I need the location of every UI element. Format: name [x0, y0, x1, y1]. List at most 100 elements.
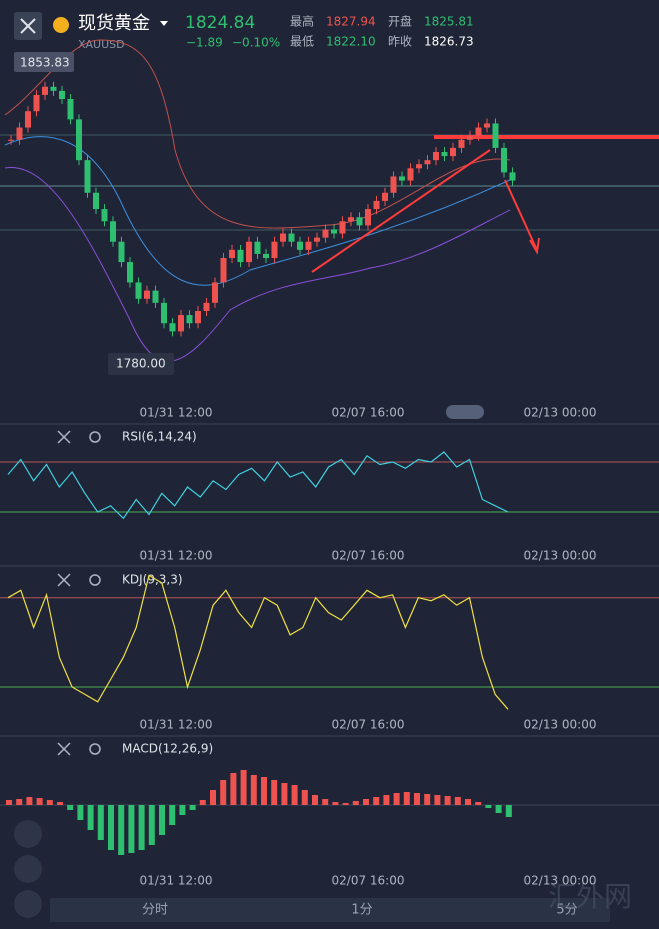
macd-bar [26, 797, 33, 805]
tab[interactable]: 分时 [142, 903, 168, 918]
candle [305, 241, 312, 250]
candle [42, 86, 48, 95]
macd-bar [118, 805, 125, 855]
candle [93, 192, 99, 210]
macd-bar [77, 805, 84, 820]
candle [382, 192, 388, 201]
macd-bar [393, 793, 400, 805]
macd-bar [495, 805, 502, 813]
settings-icon[interactable] [89, 431, 101, 443]
macd-bar [352, 801, 359, 805]
title: 现货黄金 [78, 13, 150, 34]
stat-label: 开盘 [388, 14, 412, 29]
macd-bar [199, 800, 206, 805]
candle [297, 241, 303, 250]
macd-bar [424, 794, 431, 805]
stat-value: 1827.94 [326, 15, 376, 29]
macd-bar [46, 800, 53, 805]
macd-bar [454, 797, 461, 805]
tool-button[interactable] [14, 855, 42, 883]
candle [492, 123, 499, 148]
candle [178, 315, 184, 332]
candle [271, 241, 278, 258]
candle [16, 127, 23, 140]
macd-bar [128, 805, 135, 853]
candle [237, 249, 244, 263]
candle [433, 151, 439, 161]
stat-value: 1826.73 [424, 35, 474, 49]
tool-button[interactable] [14, 890, 42, 918]
indicator-line [7, 574, 509, 710]
macd-bar [485, 805, 492, 808]
macd-bar [281, 783, 288, 805]
candle [263, 253, 269, 258]
close-icon [20, 18, 36, 34]
candle [288, 233, 295, 242]
candle [59, 90, 65, 99]
macd-bar [189, 805, 196, 810]
candle [161, 302, 167, 324]
close-icon[interactable] [57, 742, 71, 756]
price: 1824.84 [185, 13, 255, 33]
candle [25, 111, 31, 128]
stat-value: 1825.81 [424, 15, 474, 29]
tab[interactable]: 5分 [556, 903, 577, 918]
candle [8, 139, 14, 141]
scroll-handle[interactable] [446, 405, 484, 419]
candle [203, 302, 210, 311]
stat-label: 昨收 [388, 35, 412, 49]
macd-bar [169, 805, 176, 825]
macd-bar [465, 799, 471, 805]
upper-band [4, 39, 511, 229]
macd-bar [403, 792, 410, 805]
dropdown-icon[interactable] [160, 21, 168, 26]
settings-icon[interactable] [89, 743, 101, 755]
close-icon[interactable] [57, 430, 71, 444]
change: −1.89 [186, 36, 223, 50]
macd-bar [475, 802, 482, 805]
x-axis-label: 02/07 16:00 [332, 549, 405, 563]
x-axis-label: 02/07 16:00 [332, 718, 405, 732]
candle [229, 249, 235, 258]
x-axis-label: 02/13 00:00 [524, 718, 597, 732]
candle [50, 86, 57, 91]
candle [399, 176, 405, 181]
candle [501, 147, 507, 173]
candle [356, 217, 363, 226]
macd-bar [87, 805, 94, 830]
candle [441, 151, 448, 157]
macd-bar [505, 805, 512, 817]
macd-bar [159, 805, 165, 835]
macd-bar [414, 793, 420, 805]
candle [101, 209, 108, 222]
x-axis-label: 01/31 12:00 [140, 406, 213, 420]
macd-bar [67, 805, 74, 810]
tab-bar [50, 898, 610, 922]
candle [33, 94, 40, 112]
x-axis-label: 02/13 00:00 [524, 874, 597, 888]
annotation-arrow [504, 179, 540, 255]
indicator-name: RSI(6,14,24) [122, 430, 197, 444]
tab[interactable]: 1分 [351, 903, 372, 918]
indicator-line [7, 451, 509, 520]
settings-icon[interactable] [89, 574, 101, 586]
candle [331, 229, 337, 234]
macd-bar [57, 802, 63, 805]
macd-bar [108, 805, 114, 850]
candle [424, 160, 431, 165]
stat-value: 1822.10 [326, 35, 376, 49]
close-icon[interactable] [57, 573, 71, 587]
macd-bar [444, 796, 451, 805]
macd-bar [434, 795, 441, 805]
macd-bar [16, 799, 23, 805]
x-axis-label: 01/31 12:00 [140, 874, 213, 888]
candle [365, 209, 371, 226]
candle [118, 241, 125, 263]
candle [254, 241, 261, 254]
tool-button[interactable] [14, 820, 42, 848]
candle [322, 229, 329, 238]
candle [144, 290, 150, 299]
macd-bar [179, 805, 186, 815]
